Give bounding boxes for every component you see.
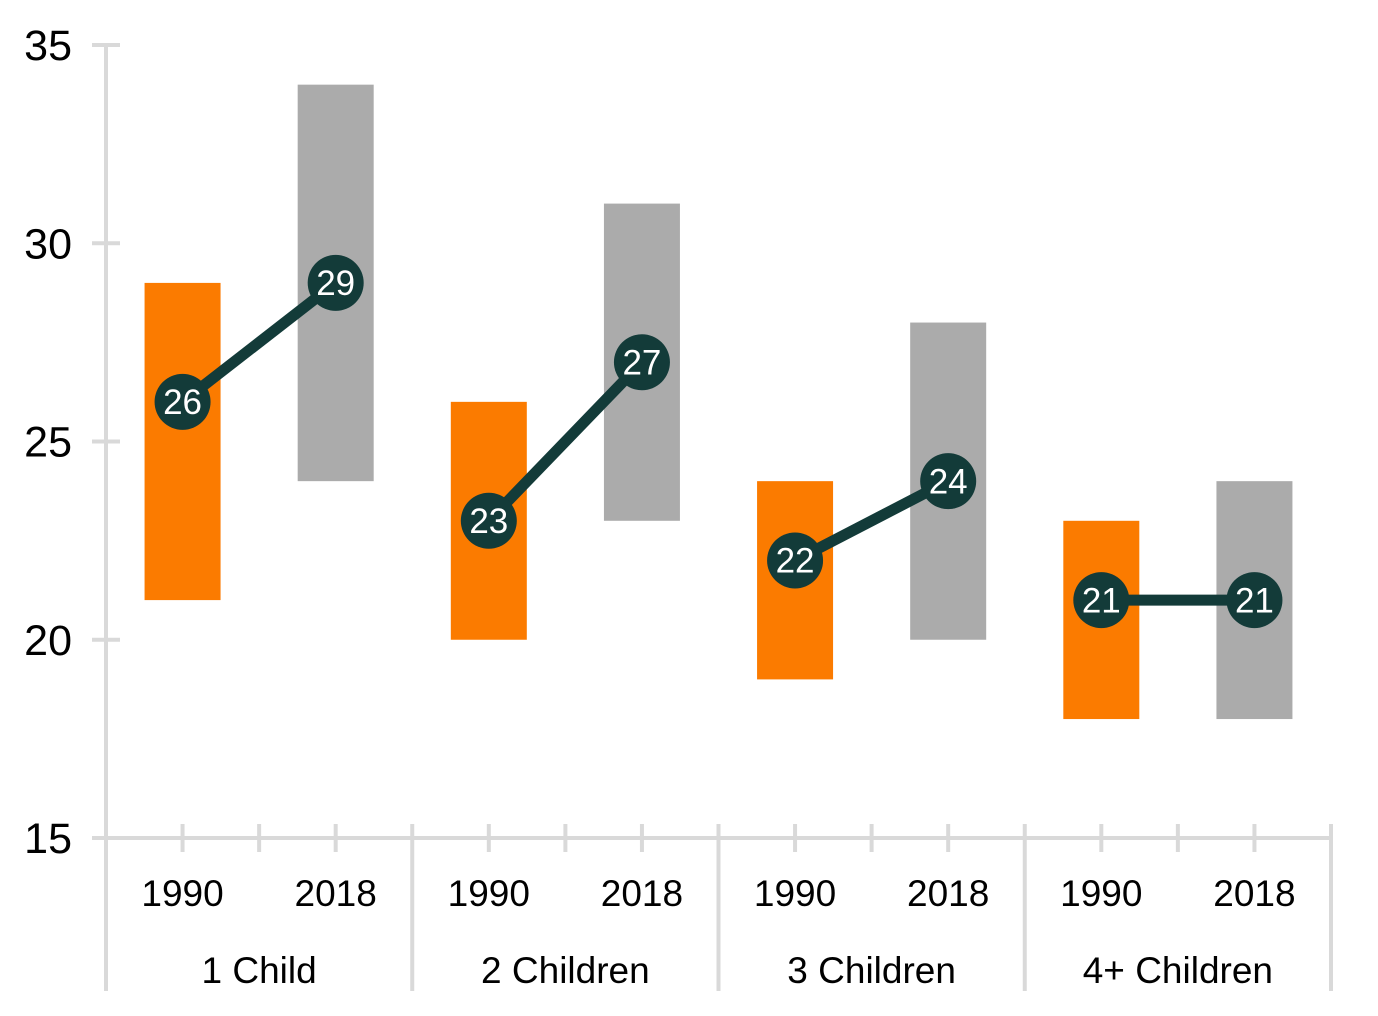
median-value-label: 26 (163, 383, 202, 422)
median-value-label: 23 (469, 502, 508, 541)
median-connector-line (484, 358, 646, 525)
median-marker (460, 492, 517, 549)
group-label: 3 Children (787, 950, 956, 991)
median-marker (767, 532, 824, 589)
year-label: 1990 (448, 873, 530, 914)
median-value-label: 29 (316, 264, 355, 303)
median-value-label: 24 (929, 462, 968, 501)
median-value-label: 21 (1082, 581, 1121, 620)
median-value-label: 22 (776, 542, 815, 581)
group-label: 4+ Children (1083, 950, 1273, 991)
y-tick-label: 35 (24, 22, 72, 70)
year-label: 2018 (601, 873, 683, 914)
median-connector-line (792, 476, 951, 566)
range-bar-1990 (144, 282, 221, 601)
group-label: 2 Children (481, 950, 650, 991)
year-label: 1990 (141, 873, 223, 914)
y-tick-label: 15 (24, 815, 72, 863)
median-marker (920, 453, 977, 510)
year-label: 2018 (1213, 873, 1295, 914)
y-tick-label: 20 (24, 617, 72, 665)
year-label: 2018 (907, 873, 989, 914)
median-marker (307, 254, 364, 311)
median-marker (1226, 572, 1283, 629)
group-label: 1 Child (202, 950, 317, 991)
median-marker (1073, 572, 1130, 629)
y-tick-label: 30 (24, 220, 72, 268)
median-value-label: 27 (622, 343, 661, 382)
median-value-label: 21 (1235, 581, 1274, 620)
year-label: 1990 (1060, 873, 1142, 914)
year-label: 2018 (295, 873, 377, 914)
year-label: 1990 (754, 873, 836, 914)
median-marker (613, 334, 670, 391)
median-marker (154, 373, 211, 430)
median-connector-line (179, 278, 340, 407)
y-tick-label: 25 (24, 419, 72, 467)
